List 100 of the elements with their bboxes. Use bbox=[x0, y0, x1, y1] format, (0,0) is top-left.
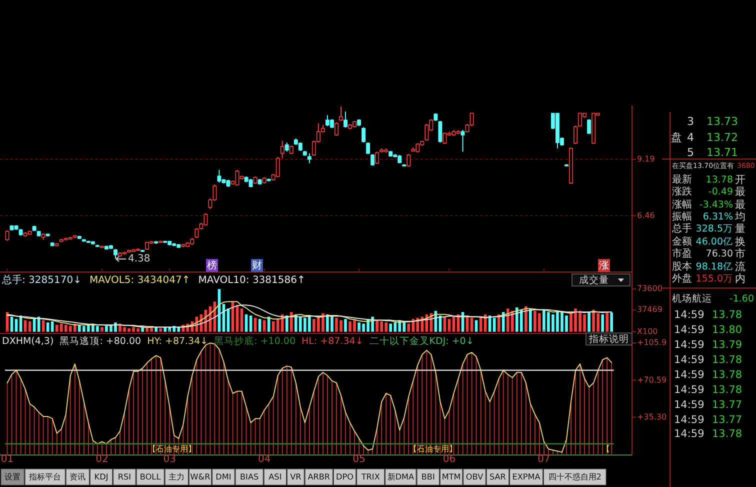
text: EXPMA bbox=[512, 472, 541, 482]
candlestick bbox=[334, 122, 338, 136]
bar bbox=[258, 319, 262, 332]
bar bbox=[159, 328, 162, 332]
candlestick bbox=[217, 169, 222, 184]
text: 四十不惑自用2 bbox=[548, 472, 602, 482]
text: 市盈 76.30 市 bbox=[672, 248, 746, 260]
text: 资讯 bbox=[70, 472, 86, 482]
y-tick-label: 6.46 bbox=[637, 210, 655, 220]
x-tick-label: 02 bbox=[96, 454, 108, 465]
text: 总手: 3285170↓ bbox=[2, 275, 82, 286]
text: 14:59 13.78 bbox=[674, 384, 742, 396]
text: 黑马抄底: +10.00 bbox=[214, 336, 296, 347]
candlestick bbox=[587, 118, 592, 135]
y-tick-label: +35.30 bbox=[637, 412, 667, 422]
bar bbox=[42, 320, 45, 332]
y-tick-label: +105.9 bbox=[637, 338, 667, 348]
text: HL: +87.34↓ bbox=[302, 336, 364, 347]
annotation: 【 bbox=[602, 444, 610, 454]
text: 14:59 13.78 bbox=[674, 354, 742, 366]
candlestick bbox=[276, 156, 280, 178]
text: 新DMA bbox=[387, 472, 415, 482]
y-tick-label: 73600 bbox=[637, 284, 662, 294]
text: 黑马逃顶: +80.00 bbox=[60, 336, 142, 347]
candlestick bbox=[114, 248, 118, 260]
text: 设置 bbox=[4, 472, 21, 482]
candlestick bbox=[460, 129, 465, 152]
text: 涨跌 -0.49 最 bbox=[672, 186, 746, 198]
text: ARBR bbox=[308, 472, 330, 482]
candlestick bbox=[362, 126, 366, 144]
candlestick bbox=[438, 120, 442, 144]
text: DPO bbox=[336, 472, 354, 482]
annotation: 指标说明 bbox=[588, 333, 629, 346]
candlestick bbox=[574, 125, 578, 145]
text: 成交量 bbox=[579, 274, 609, 286]
text: BBI bbox=[421, 472, 435, 482]
text: BOLL bbox=[140, 472, 162, 482]
text: 14:59 13.78 bbox=[674, 428, 742, 440]
candlestick bbox=[307, 152, 312, 164]
text: 外盘 155.0万 内 bbox=[672, 272, 746, 285]
text: VR bbox=[290, 472, 302, 482]
candlestick bbox=[194, 228, 199, 239]
bar bbox=[588, 312, 590, 332]
candlestick bbox=[284, 142, 289, 152]
text: 5 13.71 bbox=[687, 146, 738, 160]
bar bbox=[510, 310, 514, 332]
text: 14:59 13.80 bbox=[674, 324, 742, 336]
annotation: DXHM(4,3) bbox=[2, 336, 54, 347]
text: 4 13.72 bbox=[687, 131, 738, 144]
y-tick-label: X100 bbox=[637, 326, 658, 336]
annotation: 财 bbox=[252, 260, 262, 272]
y-tick-label: 9.19 bbox=[637, 154, 655, 164]
candlestick bbox=[366, 142, 370, 155]
x-tick-label: 07 bbox=[538, 454, 550, 465]
candlestick bbox=[442, 132, 447, 145]
text: HY: +87.34↓ bbox=[147, 336, 208, 347]
annotation: 4.38 bbox=[128, 254, 150, 265]
bar bbox=[474, 320, 478, 332]
text: 总手 328.5万 量 bbox=[671, 222, 746, 235]
candlestick bbox=[424, 123, 429, 142]
candlestick bbox=[339, 106, 343, 122]
x-tick-label: 04 bbox=[258, 454, 271, 465]
text: 14:59 13.78 bbox=[674, 368, 742, 381]
bar bbox=[407, 324, 410, 332]
bar bbox=[606, 312, 608, 332]
y-tick-label: 37469 bbox=[637, 305, 662, 314]
text: 指标平台 bbox=[28, 472, 62, 482]
text: 3 13.73 bbox=[687, 115, 738, 128]
y-tick-label: +70.59 bbox=[637, 375, 667, 384]
text: 14:59 13.77 bbox=[674, 414, 742, 426]
bar bbox=[389, 324, 392, 332]
text: BIAS bbox=[240, 472, 259, 482]
bar bbox=[610, 312, 613, 332]
text: 14:59 13.79 bbox=[674, 338, 742, 351]
annotation: 涨 bbox=[599, 260, 609, 272]
bar bbox=[164, 327, 167, 332]
bar bbox=[470, 318, 474, 332]
text: 14:59 13.78 bbox=[674, 308, 742, 321]
candlestick bbox=[280, 140, 284, 159]
text: TRIX bbox=[360, 472, 380, 482]
bar bbox=[344, 319, 347, 332]
text: 股本 98.18亿 流 bbox=[672, 260, 746, 273]
candlestick bbox=[375, 151, 380, 165]
text: MAVOL10: 3381586↑ bbox=[198, 275, 306, 286]
bar bbox=[50, 321, 54, 332]
text: MAVOL5: 3434047↑ bbox=[89, 275, 190, 286]
bar bbox=[601, 314, 604, 332]
text: 机场航运 -1.60 bbox=[672, 294, 754, 305]
bar bbox=[14, 319, 18, 332]
x-tick-label: 01 bbox=[0, 454, 14, 465]
text: OBV bbox=[466, 472, 484, 482]
bar bbox=[244, 314, 248, 332]
text: W&R bbox=[190, 472, 211, 482]
bar bbox=[10, 316, 14, 332]
text: MTM bbox=[442, 472, 461, 482]
text: 主力 bbox=[168, 472, 185, 482]
candlestick bbox=[344, 111, 348, 128]
bar bbox=[520, 310, 523, 332]
bar bbox=[492, 318, 496, 332]
text: DMI bbox=[216, 472, 232, 482]
